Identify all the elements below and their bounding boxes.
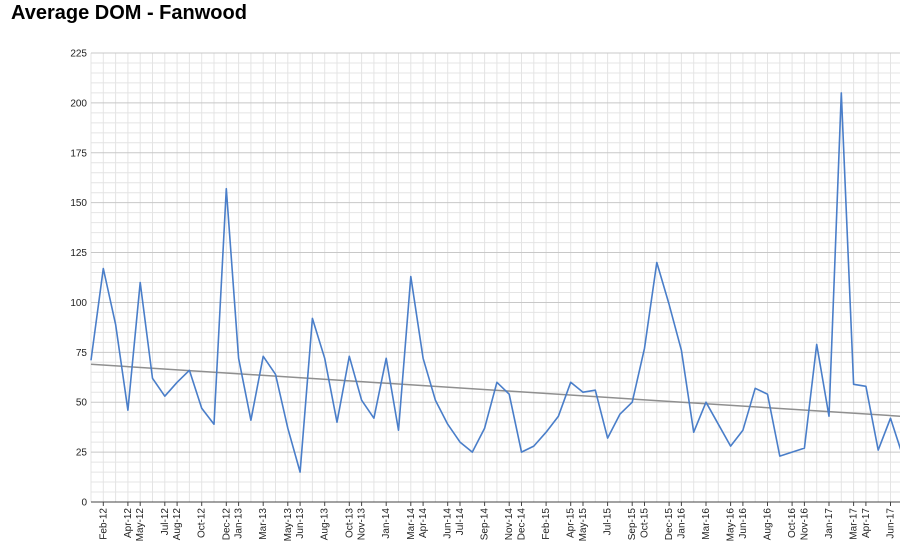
x-tick-label: Jun-16 [738,508,749,539]
x-tick-label: Jun-17 [886,508,897,539]
x-tick-label: Feb-12 [98,508,109,540]
x-tick-label: Nov-14 [504,508,515,541]
x-tick-label: Oct-13 [344,508,355,538]
x-tick-label: Oct-16 [787,508,798,538]
x-tick-label: May-16 [726,508,737,542]
x-tick-label: Jul-12 [160,508,171,536]
x-tick-label: Mar-17 [849,508,860,540]
x-tick-label: Nov-16 [799,508,810,541]
x-tick-label: Aug-16 [763,508,774,541]
x-tick-label: Sep-15 [627,508,638,541]
x-tick-label: Jan-16 [676,508,687,539]
y-tick-label: 200 [70,98,87,109]
x-tick-label: Dec-14 [517,508,528,541]
x-tick-label: Apr-15 [566,508,577,538]
x-tick-label: Mar-16 [701,508,712,540]
x-tick-label: May-15 [578,508,589,542]
x-tick-label: Jan-17 [824,508,835,539]
x-tick-label: May-12 [135,508,146,542]
x-tick-label: May-13 [283,508,294,542]
x-tick-label: Apr-12 [123,508,134,538]
series-line [90,92,900,473]
grid-lines [90,52,900,503]
x-tick-labels: Feb-12 Apr-12 May-12 Jul-12 Aug-12 Oct-12 Dec-… [98,508,897,542]
x-tick-label: Apr-17 [861,508,872,538]
x-tick-label: Oct-12 [197,508,208,538]
y-tick-label: 50 [76,398,88,409]
x-tick-label: Oct-15 [640,508,651,538]
x-tick-label: Jun-13 [295,508,306,539]
x-tick-label: Aug-12 [172,508,183,541]
axes [91,501,900,506]
y-tick-label: 125 [70,248,87,259]
x-tick-label: Jan-14 [381,508,392,539]
x-tick-label: Aug-13 [320,508,331,541]
y-tick-label: 100 [70,298,87,309]
x-tick-label: Feb-15 [541,508,552,540]
y-tick-label: 25 [76,448,88,459]
x-tick-label: Mar-13 [258,508,269,540]
y-tick-labels: 0 25 50 75 100 125 150 175 200 225 [70,49,87,509]
chart-title: Average DOM - Fanwood [11,2,247,24]
series-layer [90,92,900,473]
x-tick-label: Sep-14 [480,508,491,541]
x-tick-label: Dec-12 [221,508,232,541]
x-tick-label: Mar-14 [406,508,417,540]
y-tick-label: 0 [81,498,87,509]
y-tick-label: 225 [70,49,87,60]
y-tick-label: 75 [76,348,88,359]
x-tick-label: Jul-14 [455,508,466,536]
x-tick-label: Jan-13 [234,508,245,539]
y-tick-label: 150 [70,198,87,209]
x-tick-label: Nov-13 [357,508,368,541]
x-tick-label: Apr-14 [418,508,429,538]
x-tick-label: Dec-15 [664,508,675,541]
y-tick-label: 175 [70,148,87,159]
x-tick-label: Jun-14 [443,508,454,539]
x-tick-label: Jul-15 [603,508,614,536]
